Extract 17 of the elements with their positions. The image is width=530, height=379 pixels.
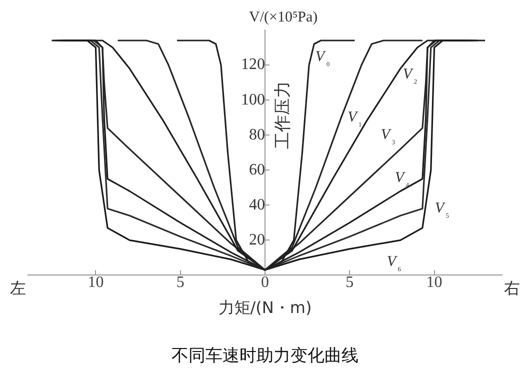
y-tick-label: 100 (241, 91, 265, 108)
y-axis-title: V/(×10⁵Pa) (249, 9, 318, 26)
x-tick-label: 5 (176, 274, 184, 292)
y-tick-label: 120 (241, 56, 265, 74)
y-tick-label: 80 (249, 126, 265, 144)
text: 右 (504, 278, 520, 298)
x-tick-label: 10 (426, 274, 442, 292)
y-tick-label: 40 (249, 196, 265, 214)
annotation: 工作压力 (272, 81, 293, 150)
x-axis-title: 力矩/(N・m) (218, 298, 312, 318)
x-tick-label: 5 (346, 274, 354, 292)
y-tick-label: 60 (249, 161, 265, 178)
x-tick-label: 0 (261, 274, 269, 292)
y-tick-label: 20 (249, 231, 265, 248)
text: 不同车速时助力变化曲线 (172, 346, 358, 366)
text: 左 (10, 278, 26, 298)
x-tick-label: 10 (88, 274, 104, 292)
